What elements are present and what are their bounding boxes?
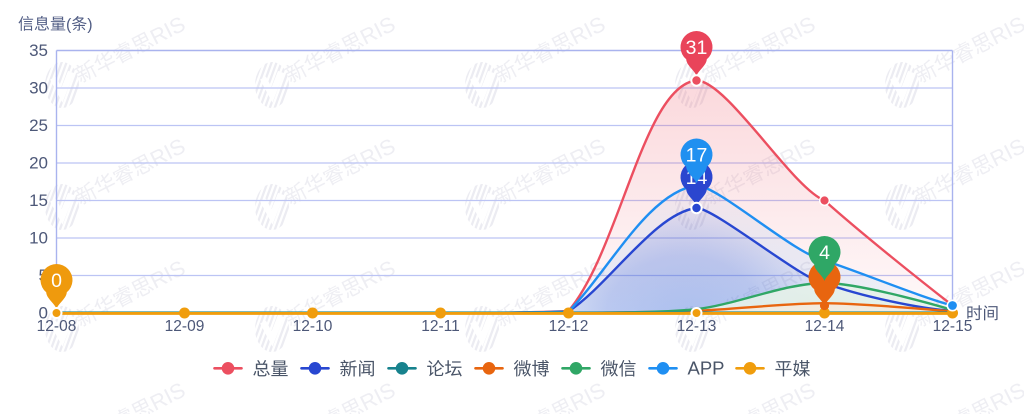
svg-text:12-15: 12-15 [933,318,973,335]
svg-text:12-11: 12-11 [421,318,460,335]
svg-text:35: 35 [29,41,48,60]
svg-text:12-13: 12-13 [677,318,717,335]
svg-text:12-14: 12-14 [805,318,845,335]
svg-text:10: 10 [29,229,48,248]
svg-text:12-10: 12-10 [293,318,333,335]
svg-text:4: 4 [819,242,830,264]
svg-text:12-08: 12-08 [37,318,77,335]
svg-text:12-09: 12-09 [165,318,205,335]
svg-text:APP: APP [688,358,725,379]
svg-text:20: 20 [29,154,48,173]
svg-text:15: 15 [29,191,48,210]
svg-text:(: ( [66,17,72,34]
svg-text:25: 25 [29,116,48,135]
svg-text:0: 0 [51,270,62,292]
svg-text:): ) [87,17,92,34]
svg-text:17: 17 [686,145,708,167]
svg-text:30: 30 [29,79,48,98]
svg-text:0: 0 [39,304,48,323]
svg-text:12-12: 12-12 [549,318,589,335]
svg-text:31: 31 [686,37,708,59]
